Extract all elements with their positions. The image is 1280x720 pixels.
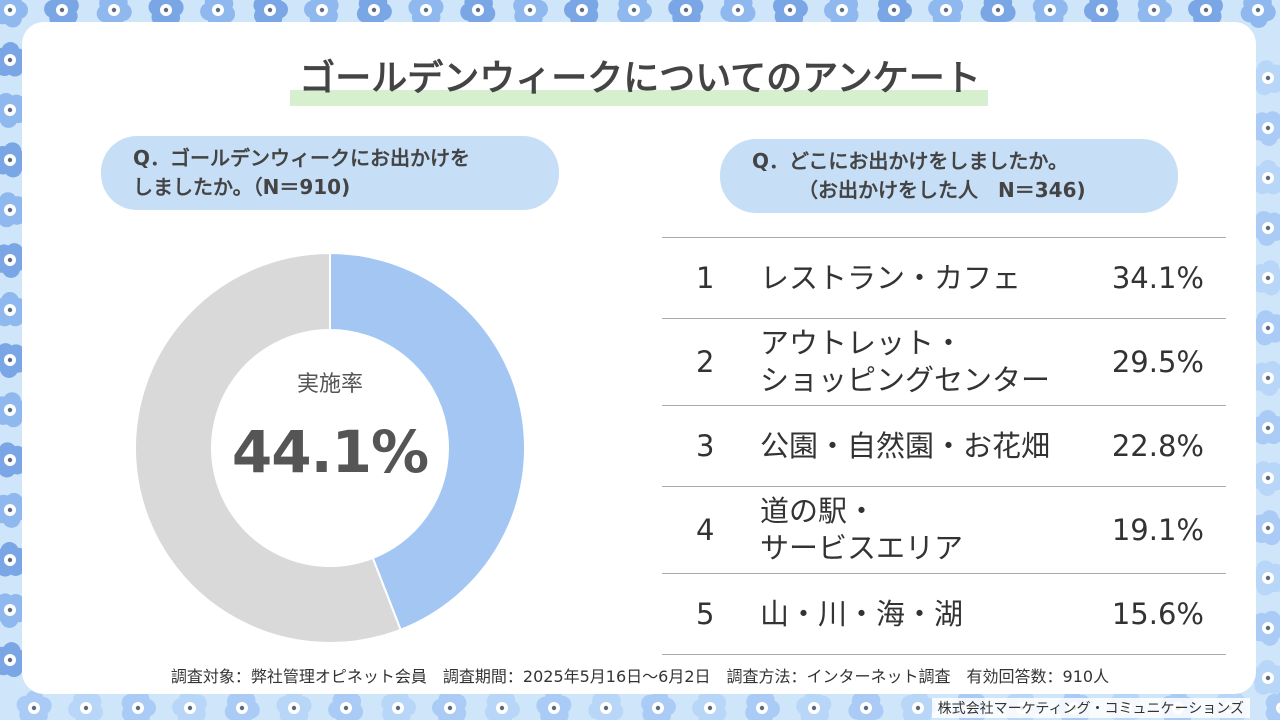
flower-icon — [432, 690, 467, 720]
question2-line2: （お出かけをした人 N＝346) — [798, 178, 1086, 202]
donut-center-label: 実施率 — [296, 372, 363, 397]
flower-icon — [900, 690, 936, 720]
rank-number: 4 — [696, 513, 715, 547]
flower-icon — [588, 691, 624, 720]
rank-label-line: 道の駅・ — [760, 494, 877, 528]
flower-icon — [692, 690, 727, 720]
rank-number: 2 — [696, 345, 715, 379]
flower-icon — [96, 0, 132, 28]
company-name: 株式会社マーケティング・コミュニケーションズ — [931, 698, 1250, 718]
donut-slice-0 — [329, 252, 526, 632]
flower-icon — [1251, 610, 1280, 646]
rank-number: 1 — [696, 261, 715, 295]
flower-icon — [381, 690, 416, 720]
rank-label-line: サービスエリア — [760, 531, 964, 565]
flower-icon — [1265, 691, 1280, 720]
flower-icon — [1251, 260, 1280, 296]
flower-icon — [16, 690, 52, 720]
flower-icon — [796, 690, 832, 720]
flower-icon — [1250, 361, 1280, 396]
donut-chart — [134, 252, 526, 644]
page-title: ゴールデンウィークについてのアンケート — [299, 58, 981, 99]
flower-icon — [408, 0, 444, 27]
flower-icon — [0, 0, 28, 28]
rank-percent: 19.1% — [1111, 513, 1204, 547]
ranking-table: 1 レストラン・カフェ 34.1% 2 アウトレット・ ショッピングセンター 29.5% 3 公… — [662, 237, 1226, 655]
flower-icon — [1250, 410, 1280, 445]
rank-number: 5 — [696, 597, 715, 631]
rank-label: 山・川・海・湖 — [760, 596, 1106, 633]
flower-icon — [0, 442, 27, 478]
table-row: 1 レストラン・カフェ 34.1% — [662, 238, 1226, 319]
flower-icon — [304, 0, 339, 28]
table-row: 5 山・川・海・湖 15.6% — [662, 574, 1226, 655]
flower-icon — [928, 0, 964, 27]
table-row: 4 道の駅・ サービスエリア 19.1% — [662, 487, 1226, 574]
flower-icon — [0, 343, 28, 378]
flower-icon — [641, 690, 676, 720]
flower-icon — [172, 690, 207, 720]
flower-icon — [745, 690, 780, 720]
rank-percent: 22.8% — [1111, 429, 1204, 463]
rank-label: レストラン・カフェ — [760, 260, 1106, 297]
flower-icon — [121, 690, 156, 720]
table-row: 2 アウトレット・ ショッピングセンター 29.5% — [662, 319, 1226, 406]
flower-icon — [1240, 0, 1276, 28]
rank-number: 3 — [696, 429, 715, 463]
title-highlight — [290, 90, 988, 106]
rank-percent: 34.1% — [1111, 261, 1204, 295]
rank-label-line: レストラン・カフェ — [760, 260, 1022, 295]
flower-icon — [1137, 0, 1172, 28]
flower-icon — [720, 0, 756, 28]
rank-label-line: 山・川・海・湖 — [760, 596, 964, 631]
rank-percent: 15.6% — [1111, 597, 1204, 631]
flower-icon — [328, 691, 364, 720]
survey-footnote: 調査対象：弊社管理オピネット会員 調査期間：2025年5月16日～6月2日 調査… — [170, 667, 1110, 686]
rank-percent: 29.5% — [1111, 345, 1204, 379]
rank-label: 公園・自然園・お花畑 — [760, 428, 1106, 465]
rank-label: 道の駅・ サービスエリア — [760, 493, 1106, 567]
flower-icon — [68, 690, 103, 720]
flower-icon — [668, 0, 704, 27]
donut-slice-1 — [134, 252, 402, 644]
flower-icon — [224, 691, 260, 720]
flower-icon — [0, 642, 28, 678]
flower-icon — [848, 691, 884, 720]
flower-icon — [148, 0, 184, 27]
flower-icon — [824, 0, 859, 28]
flower-icon — [1250, 310, 1280, 346]
question1-bubble: Q．ゴールデンウィークにお出かけを しましたか。（N＝910) — [101, 136, 559, 210]
rank-label: アウトレット・ ショッピングセンター — [760, 325, 1106, 399]
donut-center-value: 44.1% — [231, 418, 429, 486]
flower-icon — [980, 0, 1016, 28]
flower-icon — [0, 392, 28, 428]
rank-label-line: ショッピングセンター — [760, 363, 1051, 397]
flower-icon — [485, 690, 520, 720]
rank-label-line: アウトレット・ — [760, 326, 964, 360]
rank-label-line: 公園・自然園・お花畑 — [760, 428, 1051, 463]
flower-icon — [617, 0, 652, 28]
flower-icon — [0, 42, 28, 77]
question2-bubble: Q．どこにお出かけをしましたか。 （お出かけをした人 N＝346) — [720, 139, 1178, 213]
table-row: 3 公園・自然園・お花畑 22.8% — [662, 406, 1226, 487]
flower-icon — [536, 690, 572, 720]
question1-line1: Q．ゴールデンウィークにお出かけを — [133, 146, 471, 170]
flower-icon — [276, 690, 312, 720]
question1-line2: しましたか。（N＝910) — [133, 175, 351, 199]
question2-line1: Q．どこにお出かけをしましたか。 — [752, 149, 1069, 173]
